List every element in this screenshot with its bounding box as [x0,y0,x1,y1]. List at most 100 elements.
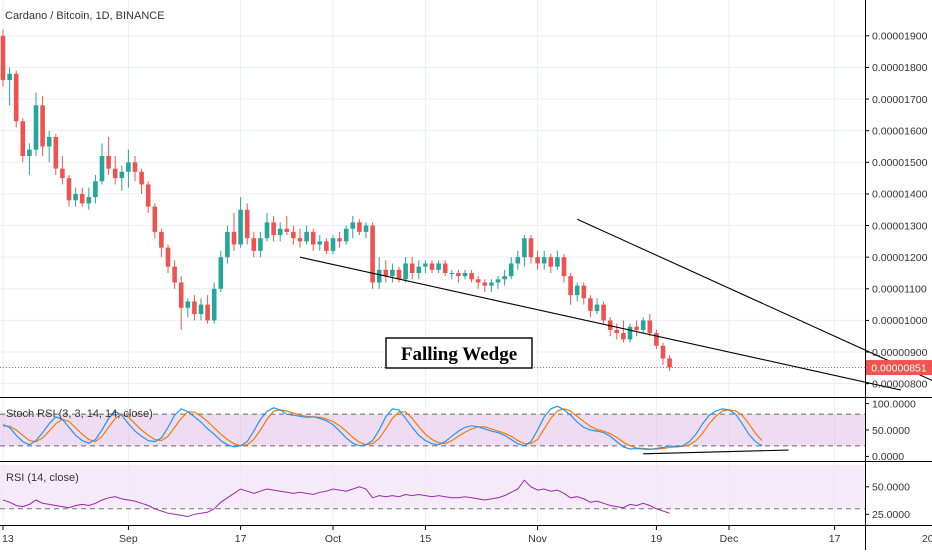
candle-body [218,257,224,289]
candle-body [132,162,138,172]
candle-body [291,231,296,239]
annotation-label: Falling Wedge [401,344,517,365]
candle-body [640,320,646,330]
candle-body [330,238,336,251]
candle-body [27,149,32,156]
candle-body [119,171,125,179]
candle-body [13,73,19,122]
candle-body [601,304,606,321]
stoch-tick-label: 50.0000 [872,425,910,437]
candle-body [350,222,356,229]
last-price-marker: 0.00000851 [866,360,932,376]
candle-body [462,272,468,277]
rsi-tick-label: 50.0000 [872,482,910,494]
candle-body [528,238,534,258]
candle-body [139,171,144,185]
rsi-tick-label: 25.0000 [872,509,910,521]
candle-body [429,263,435,270]
time-tick-label: 17 [829,533,841,545]
price-tick-label: 0.00001200 [872,252,928,264]
candle-body [660,345,666,359]
candle-body [475,279,481,283]
chart-title: Cardano / Bitcoin, 1D, BINANCE [5,10,165,22]
candle-body [449,272,455,274]
candle-body [271,222,276,236]
candle-body [126,162,131,172]
candle-body [165,247,171,267]
candle-body [423,263,428,267]
indicator-bands [0,413,865,510]
candle-body [654,333,659,346]
rsi-title: RSI (14, close) [6,472,79,484]
candle-body [568,276,573,296]
candle-body [390,269,395,277]
candle-body [508,263,514,277]
candle-body [409,263,415,273]
price-tick-label: 0.00001600 [872,125,928,137]
candle-body [581,285,587,299]
candle-body [20,121,26,156]
candle-body [297,238,303,242]
price-tick-label: 0.00001000 [872,315,928,327]
candle-body [317,241,323,245]
candle-body [383,269,389,277]
candle-body [627,326,633,340]
time-tick-label: Dec [720,533,739,545]
price-tick-label: 0.00001300 [872,220,928,232]
stoch-divergence-line [643,449,789,455]
candle-body [53,137,59,169]
time-tick-label: 17 [235,533,247,545]
candle-body [561,257,567,277]
candle-body [79,193,85,204]
candle-body [594,304,600,311]
candle-body [621,333,626,340]
last-price-badge [866,360,932,376]
rsi-band [0,464,865,509]
candles-layer [0,29,672,372]
candle-body [522,238,527,258]
candle-body [40,105,45,147]
annotation-box [385,337,533,369]
candle-body [363,225,369,232]
stoch-rsi-title: Stoch RSI (3, 3, 14, 14, close) [6,408,153,420]
price-tick-label: 0.00001700 [872,94,928,106]
candle-body [185,301,191,308]
candle-body [46,137,52,147]
candle-body [357,222,362,232]
candle-body [86,197,92,204]
rsi-line [2,479,670,518]
candle-body [403,263,408,280]
candle-body [495,279,501,283]
candle-body [376,269,382,283]
candle-body [172,266,177,283]
candle-body [555,257,560,267]
candle-body [60,168,65,179]
candle-body [7,73,12,81]
grid-layer [0,0,865,525]
candle-body [192,301,197,315]
candle-body [482,282,488,286]
candle-body [370,225,375,283]
candle-body [73,193,78,201]
candle-body [667,358,672,368]
candle-body [396,269,402,280]
candle-body [541,257,547,264]
candle-body [244,209,250,239]
price-tick-label: 0.00001800 [872,62,928,74]
falling-wedge-annotation[interactable]: Falling Wedge [385,337,533,369]
candle-body [211,288,217,321]
stoch-tick-label: 100.0000 [872,398,916,410]
stoch-d-line [2,408,763,450]
candle-body [284,228,290,232]
stoch-k-line [2,405,763,451]
time-tick-label: 13 [2,533,14,545]
candle-body [614,329,620,334]
candle-body [489,282,494,286]
candle-body [337,238,342,242]
candle-body [99,155,105,182]
price-tick-label: 0.00001400 [872,189,928,201]
candle-body [264,222,270,239]
time-tick-label: Sep [119,533,138,545]
candle-body [258,238,263,251]
